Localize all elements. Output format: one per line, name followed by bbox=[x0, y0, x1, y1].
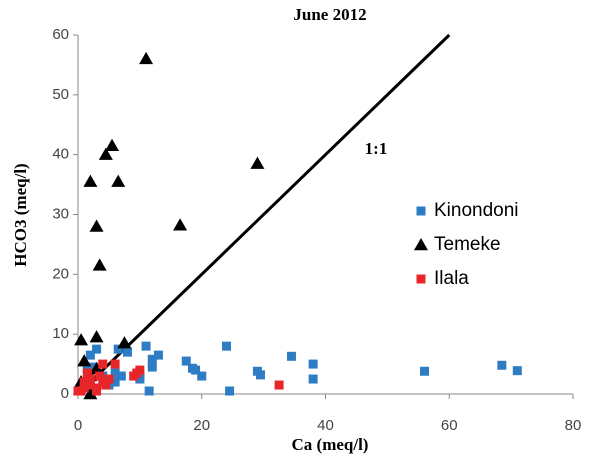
point bbox=[110, 377, 120, 387]
point bbox=[89, 330, 104, 343]
point bbox=[129, 371, 139, 381]
point bbox=[308, 359, 318, 369]
point bbox=[141, 341, 151, 351]
x-tick-label: 60 bbox=[441, 417, 458, 434]
y-tick-label: 0 bbox=[61, 385, 69, 402]
point bbox=[225, 386, 235, 396]
legend-marker bbox=[416, 274, 426, 284]
point bbox=[139, 51, 154, 65]
x-tick-label: 40 bbox=[317, 417, 334, 434]
chart-title: June 2012 bbox=[293, 5, 366, 24]
legend-marker bbox=[416, 206, 426, 216]
y-tick-label: 10 bbox=[52, 325, 69, 342]
point bbox=[98, 359, 108, 369]
point bbox=[105, 138, 120, 151]
legend-label: Ilala bbox=[434, 268, 469, 289]
point bbox=[113, 344, 123, 354]
point bbox=[250, 156, 265, 169]
point bbox=[111, 174, 126, 187]
point bbox=[497, 360, 507, 370]
point bbox=[512, 366, 522, 376]
point bbox=[73, 386, 83, 396]
point bbox=[92, 258, 107, 271]
point bbox=[173, 218, 188, 231]
point bbox=[420, 366, 429, 376]
point bbox=[117, 336, 132, 349]
point bbox=[92, 386, 102, 396]
point bbox=[256, 370, 266, 380]
point bbox=[79, 377, 89, 387]
x-tick-label: 0 bbox=[74, 417, 82, 434]
point bbox=[110, 359, 120, 369]
point bbox=[116, 371, 126, 381]
point bbox=[191, 365, 201, 375]
point bbox=[274, 380, 284, 390]
y-tick-label: 20 bbox=[52, 265, 69, 282]
point bbox=[110, 368, 120, 378]
point bbox=[89, 219, 104, 232]
point bbox=[101, 380, 111, 390]
point bbox=[135, 374, 145, 384]
legend-label: Kinondoni bbox=[434, 200, 519, 221]
annotation: 1:1 bbox=[365, 139, 388, 158]
y-tick-label: 40 bbox=[52, 146, 69, 163]
point bbox=[77, 354, 92, 367]
legend-marker bbox=[414, 238, 428, 251]
point bbox=[222, 341, 231, 351]
y-tick-label: 50 bbox=[52, 86, 69, 103]
point bbox=[85, 380, 95, 390]
x-tick-label: 80 bbox=[565, 417, 582, 434]
point bbox=[286, 351, 296, 361]
point bbox=[98, 147, 113, 160]
y-axis-label: HCO3 (meq/l) bbox=[11, 163, 30, 266]
y-tick-label: 60 bbox=[52, 26, 69, 43]
point bbox=[147, 362, 157, 372]
legend-label: Temeke bbox=[434, 234, 501, 255]
point bbox=[308, 374, 318, 384]
point bbox=[83, 174, 98, 187]
point bbox=[89, 361, 104, 375]
y-tick-label: 30 bbox=[52, 205, 69, 222]
point bbox=[181, 356, 191, 366]
point bbox=[144, 386, 154, 396]
point bbox=[153, 350, 163, 360]
one-to-one-line bbox=[76, 33, 451, 396]
x-axis-label: Ca (meq/l) bbox=[292, 435, 369, 454]
point bbox=[95, 371, 105, 381]
point bbox=[123, 347, 132, 357]
point bbox=[85, 350, 95, 360]
point bbox=[197, 371, 207, 381]
point bbox=[82, 368, 92, 378]
point bbox=[104, 374, 114, 384]
point bbox=[147, 354, 157, 364]
point bbox=[88, 362, 98, 372]
point bbox=[92, 344, 102, 354]
point bbox=[135, 365, 145, 375]
x-tick-label: 20 bbox=[193, 417, 210, 434]
point bbox=[74, 333, 89, 346]
point bbox=[85, 374, 95, 384]
point bbox=[83, 387, 98, 400]
